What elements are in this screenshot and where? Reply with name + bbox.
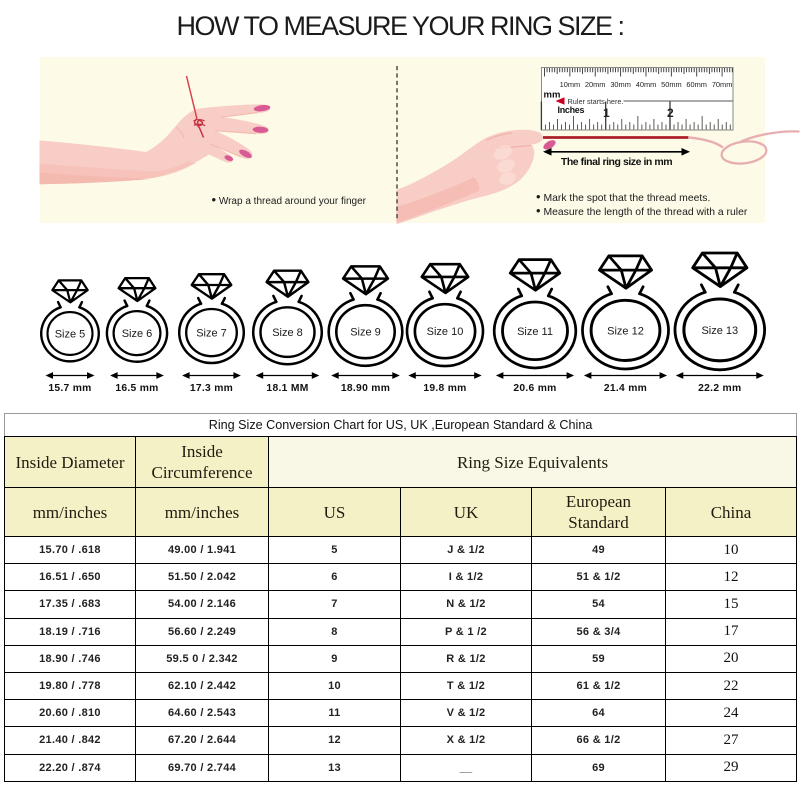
svg-text:20.6 mm: 20.6 mm	[513, 383, 556, 394]
svg-text:Size 7: Size 7	[196, 328, 227, 340]
svg-text:2: 2	[667, 106, 674, 120]
svg-text:Size 8: Size 8	[272, 327, 303, 339]
svg-text:60mm: 60mm	[686, 80, 707, 89]
svg-text:19.8 mm: 19.8 mm	[423, 383, 466, 394]
svg-text:15.7 mm: 15.7 mm	[48, 383, 91, 394]
svg-text:18.1 MM: 18.1 MM	[266, 383, 308, 394]
svg-text:Size 10: Size 10	[427, 326, 464, 338]
svg-text:30mm: 30mm	[610, 80, 631, 89]
svg-text:1: 1	[603, 106, 610, 120]
svg-text:Size 5: Size 5	[55, 329, 86, 341]
svg-text:mm: mm	[544, 90, 561, 101]
svg-text:70mm: 70mm	[712, 80, 733, 89]
svg-text:Ruler starts here.: Ruler starts here.	[568, 97, 624, 106]
svg-text:17.3 mm: 17.3 mm	[190, 383, 233, 394]
svg-text:10mm: 10mm	[560, 80, 581, 89]
svg-text:20mm: 20mm	[585, 80, 606, 89]
svg-text:Size 9: Size 9	[350, 327, 381, 339]
svg-text:21.4 mm: 21.4 mm	[604, 383, 647, 394]
svg-text:Size 13: Size 13	[701, 325, 738, 337]
svg-text:40mm: 40mm	[636, 80, 657, 89]
svg-text:16.5 mm: 16.5 mm	[115, 383, 158, 394]
svg-text:Inches: Inches	[558, 105, 585, 115]
svg-text:Size 11: Size 11	[517, 326, 553, 338]
svg-text:50mm: 50mm	[661, 80, 682, 89]
svg-text:Size 6: Size 6	[122, 328, 153, 340]
svg-text:22.2 mm: 22.2 mm	[698, 383, 741, 394]
svg-text:18.90 mm: 18.90 mm	[341, 383, 390, 394]
svg-text:Size 12: Size 12	[607, 325, 644, 337]
